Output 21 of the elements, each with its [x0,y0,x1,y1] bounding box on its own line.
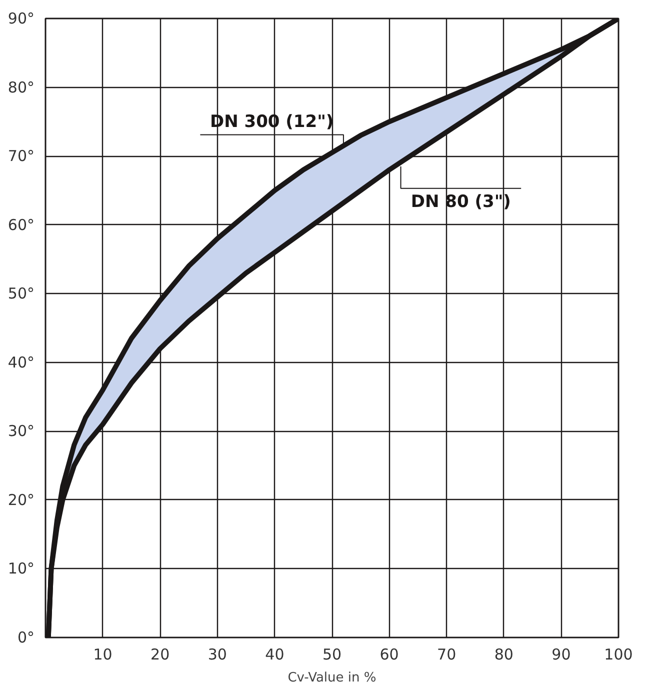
x-tick-label: 20 [150,646,170,664]
y-tick-label: 80° [8,78,35,96]
y-tick-label: 40° [8,353,35,372]
y-tick-label: 90° [8,10,35,28]
x-axis-title: Cv-Value in % [288,670,376,686]
x-tick-label: 80 [494,646,514,664]
y-tick-label: 30° [8,422,35,440]
x-tick-label: 90 [552,646,571,664]
y-tick-label: 60° [8,216,35,234]
x-tick-label: 40 [265,646,284,664]
y-tick-label: 20° [8,490,35,509]
y-tick-label: 0° [17,628,35,646]
x-tick-label: 100 [604,646,633,664]
x-tick-label: 70 [437,646,456,664]
y-tick-label: 10° [8,560,35,578]
x-tick-label: 30 [208,646,227,664]
y-tick-label: 70° [8,147,35,166]
x-tick-label: 60 [380,646,399,664]
y-tick-label: 50° [8,284,35,303]
x-tick-label: 50 [322,646,342,664]
x-tick-label: 10 [93,646,112,664]
